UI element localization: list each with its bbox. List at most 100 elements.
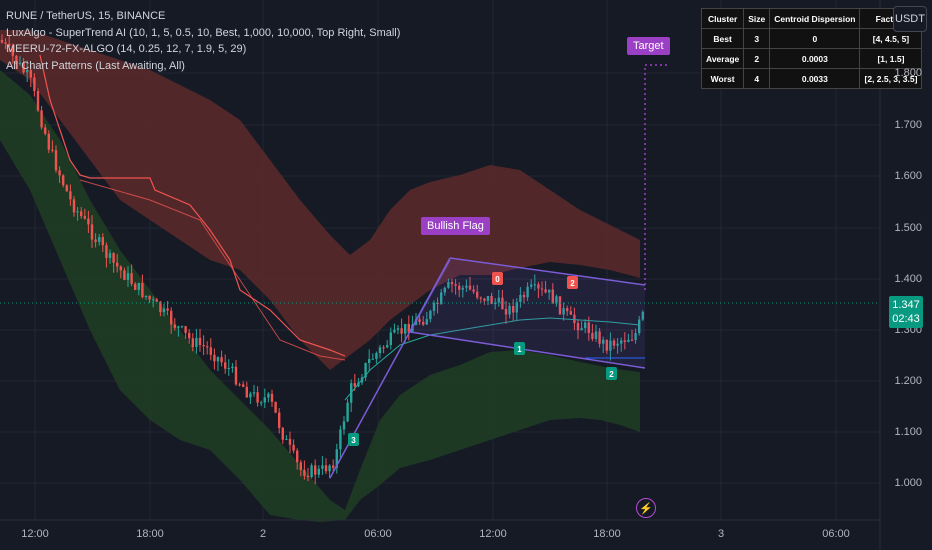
candle-body [458,285,461,290]
candle-body [288,438,292,445]
candle-body [220,357,223,363]
table-cell: Worst [700,68,745,89]
candle-body [152,299,155,301]
upper-band [0,30,640,370]
candle-body [231,366,234,369]
candle-body [141,282,144,298]
candle-body [90,224,94,240]
candle-body [584,322,587,329]
candle-body [425,319,428,325]
table-cell: 0 [769,28,861,49]
candle-body [533,284,536,286]
candle-body [40,110,43,128]
candle-body [166,308,169,311]
indicator-supertrend[interactable]: LuxAlgo - SuperTrend AI (10, 1, 5, 0.5, … [6,26,401,39]
candle-body [382,347,385,349]
candle-body [267,393,270,398]
candle-body [530,284,533,287]
candle-body [609,340,612,351]
candle-body [234,366,238,385]
table-cell: 2 [743,48,771,69]
candle-body [303,469,306,476]
price-axis[interactable]: 1.800 1.700 1.600 1.500 1.400 1.300 1.20… [880,0,932,550]
price-tick: 1.000 [894,477,922,489]
candle-body [130,273,133,284]
candle-body [184,326,187,333]
trailing-line-bull [344,317,641,401]
candle-body [378,347,382,354]
candle-body [436,302,439,305]
indicator-patterns[interactable]: All Chart Patterns (Last Awaiting, All) [6,59,185,72]
candle-body [123,270,126,280]
marker-1-label: 1 [517,345,522,354]
candle-body [206,346,209,348]
candle-body [216,357,220,362]
candle-body [26,69,29,73]
candle-body [126,273,130,280]
candle-body [504,309,508,315]
candle-body [569,311,572,315]
currency-button[interactable]: USDT [893,6,927,32]
candle-body [263,397,266,403]
candle-body [335,449,338,468]
candle-body [479,297,482,299]
candle-body [202,344,205,347]
candle-body [443,287,446,293]
candle-body [195,337,198,348]
candle-body [616,343,619,346]
candle-body [630,339,634,341]
candle-body [454,284,457,286]
time-tick: 12:00 [21,528,49,540]
candle-body [29,69,32,78]
candle-body [627,339,630,342]
candle-body [256,392,259,403]
candle-body [242,384,245,387]
candle-body [51,149,54,151]
header-size: Size [743,8,771,29]
lower-band [0,70,640,522]
candle-body [94,239,97,242]
candle-body [306,475,310,478]
candle-body [173,324,176,328]
candle-body [144,295,148,298]
candle-body [33,77,36,92]
candle-body [342,421,346,430]
candle-body [18,62,22,65]
candle-body [112,253,115,263]
time-tick: 18:00 [136,528,164,540]
candle-body [170,310,173,325]
candle-body [134,283,137,290]
candle-body [566,308,569,312]
candle-body [540,288,544,290]
candle-body [8,43,11,47]
candle-body [562,308,565,315]
flag-upper-line [449,257,646,286]
candle-body [159,301,162,313]
current-price-badge: 1.347 02:43 [889,296,923,328]
indicator-meeru[interactable]: MEERU-72-FX-ALGO (14, 0.25, 12, 7, 1.9, … [6,43,247,55]
candle-body [324,465,328,472]
candle-body [461,287,464,290]
symbol-title[interactable]: RUNE / TetherUS, 15, BINANCE [6,10,166,22]
candle-body [224,362,227,369]
candle-body [422,322,425,325]
candle-body [368,359,371,364]
candle-body [76,211,79,213]
candle-body [447,281,450,288]
candle-body [400,328,403,334]
price-tick: 1.400 [894,273,922,285]
candle-body [65,185,68,192]
candle-body [440,292,443,305]
candle-body [591,333,594,339]
candle-body [573,314,576,324]
lightning-icon[interactable]: ⚡ [636,498,656,518]
price-tick: 1.100 [894,426,922,438]
candle-body [472,289,475,292]
flag-lower-line [409,331,646,369]
time-tick: 2 [259,528,267,540]
candle-body [339,429,342,450]
candle-body [544,289,547,293]
chart-legend: RUNE / TetherUS, 15, BINANCE LuxAlgo - S… [6,8,400,74]
marker-3-label: 3 [351,436,356,445]
